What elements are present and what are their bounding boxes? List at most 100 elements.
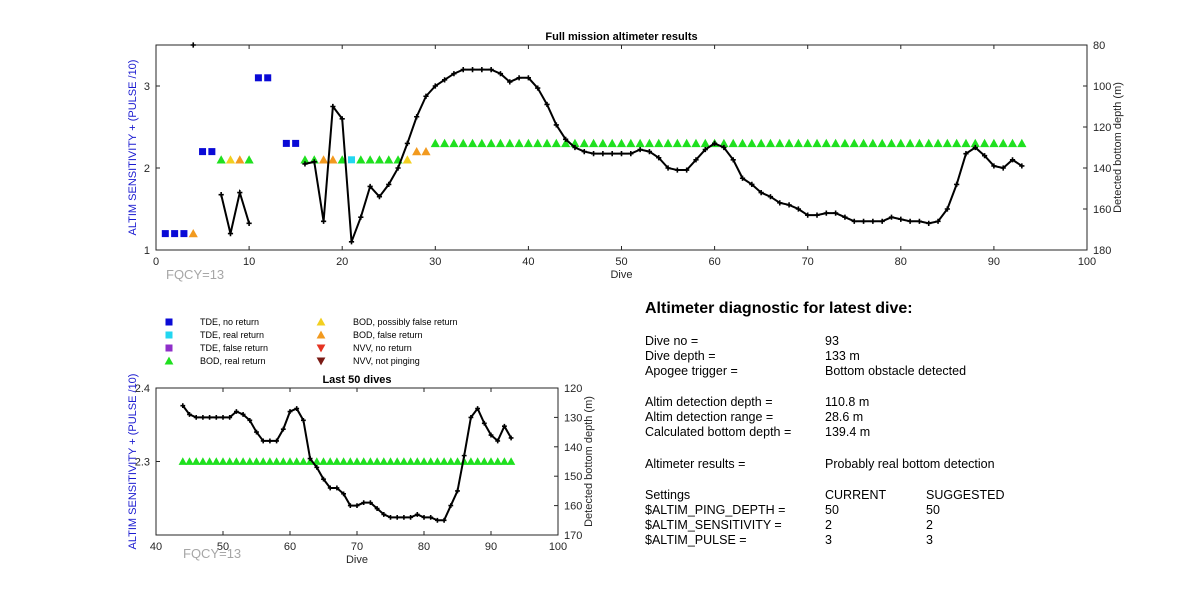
bod-real-return-marker (433, 457, 442, 465)
depth-point (200, 415, 206, 420)
diag-value: Probably real bottom detection (825, 457, 995, 471)
legend-marker-triangle-down (316, 357, 326, 366)
x-tick-label: 100 (1078, 256, 1096, 268)
y-right-tick-label: 140 (1093, 163, 1111, 175)
depth-point (240, 412, 246, 417)
depth-point (330, 103, 336, 110)
y-right-tick-label: 80 (1093, 40, 1105, 52)
settings-suggested-header: SUGGESTED (926, 488, 1005, 502)
depth-point (448, 503, 454, 508)
bod-real-return-marker (359, 457, 368, 465)
bod-real-return-marker (216, 155, 226, 164)
diag-label: Dive depth = (645, 349, 716, 363)
bod-real-return-marker (326, 457, 335, 465)
bod-real-return-marker (265, 457, 275, 465)
tde-no-return-marker (254, 74, 262, 82)
chart-title: Full mission altimeter results (545, 31, 697, 43)
depth-point (795, 206, 801, 212)
bod-real-return-marker (486, 457, 496, 465)
depth-point (374, 506, 380, 511)
bod-real-return-marker (212, 457, 221, 465)
bod-real-return-marker (849, 138, 859, 148)
depth-point (234, 409, 239, 414)
y-left-tick-label: 2.3 (135, 457, 150, 469)
bod-real-return-marker (238, 457, 248, 465)
depth-point (991, 163, 997, 169)
bod-real-return-marker (356, 155, 366, 164)
diag-label: Calculated bottom depth = (645, 425, 792, 439)
depth-point (777, 200, 783, 206)
bod-real-return-marker (466, 457, 476, 465)
bod-real-return-marker (644, 138, 655, 148)
depth-point (347, 503, 353, 508)
depth-point (572, 144, 578, 151)
depth-point (460, 67, 466, 73)
bod-real-return-marker (1007, 138, 1018, 148)
bod-possibly-false-marker (402, 155, 412, 164)
x-axis-label: Dive (610, 269, 632, 281)
depth-point (246, 220, 252, 226)
depth-point (339, 116, 345, 122)
bod-real-return-marker (399, 457, 409, 465)
bod-real-return-marker (523, 138, 533, 148)
bod-real-return-marker (886, 138, 897, 148)
bod-real-return-marker (332, 457, 342, 465)
depth-point (381, 512, 387, 517)
depth-point (428, 514, 434, 520)
setting-current: 3 (825, 533, 832, 547)
x-tick-label: 40 (522, 256, 534, 268)
depth-point (314, 464, 320, 470)
bod-real-return-marker (840, 138, 850, 148)
bod-real-return-marker (1017, 138, 1027, 148)
depth-point (507, 79, 513, 85)
depth-point (665, 165, 671, 171)
bod-real-return-marker (480, 457, 489, 465)
bod-real-return-marker (346, 457, 355, 465)
depth-point (879, 218, 885, 224)
depth-point (358, 214, 364, 220)
depth-point (469, 67, 476, 73)
bod-real-return-marker (205, 457, 214, 465)
depth-point (254, 429, 259, 435)
depth-point (516, 75, 522, 81)
depth-point (321, 476, 326, 482)
depth-point (693, 157, 699, 163)
depth-point (963, 151, 969, 157)
depth-point (461, 453, 467, 459)
bod-real-return-marker (292, 457, 301, 465)
bod-real-return-marker (551, 138, 561, 148)
depth-point (972, 144, 978, 151)
bod-possibly-false-marker (225, 155, 236, 164)
bod-real-return-marker (384, 155, 394, 164)
x-tick-label: 60 (284, 541, 296, 553)
bod-false-return-marker (188, 229, 198, 238)
bod-real-return-marker (598, 138, 608, 148)
x-tick-label: 90 (485, 541, 497, 553)
depth-point (220, 415, 226, 420)
bod-real-return-marker (285, 457, 295, 465)
depth-point (646, 149, 653, 155)
depth-point (488, 67, 494, 73)
bod-real-return-marker (413, 457, 422, 465)
depth-point (502, 423, 507, 429)
depth-point (590, 151, 597, 157)
bod-real-return-marker (989, 138, 999, 148)
depth-point (833, 210, 839, 216)
bod-real-return-marker (533, 138, 543, 148)
legend-marker-square (165, 318, 173, 326)
depth-point (721, 144, 727, 151)
depth-point (739, 175, 746, 181)
y-right-axis-label: Detected bottom depth (m) (583, 396, 595, 527)
bod-real-return-marker (500, 457, 509, 465)
bod-real-return-marker (473, 457, 482, 465)
bod-false-return-marker (318, 155, 329, 164)
bod-real-return-marker (635, 138, 645, 148)
bod-real-return-marker (877, 138, 887, 148)
bod-real-return-marker (616, 138, 627, 148)
x-axis-label: Dive (346, 554, 368, 566)
bod-real-return-marker (259, 457, 268, 465)
tde-no-return-marker (161, 230, 169, 238)
bod-real-return-marker (691, 138, 701, 148)
y-left-axis-label: ALTIM SENSITIVITY + (PULSE /10) (127, 374, 139, 550)
diag-value: 133 m (825, 349, 860, 363)
